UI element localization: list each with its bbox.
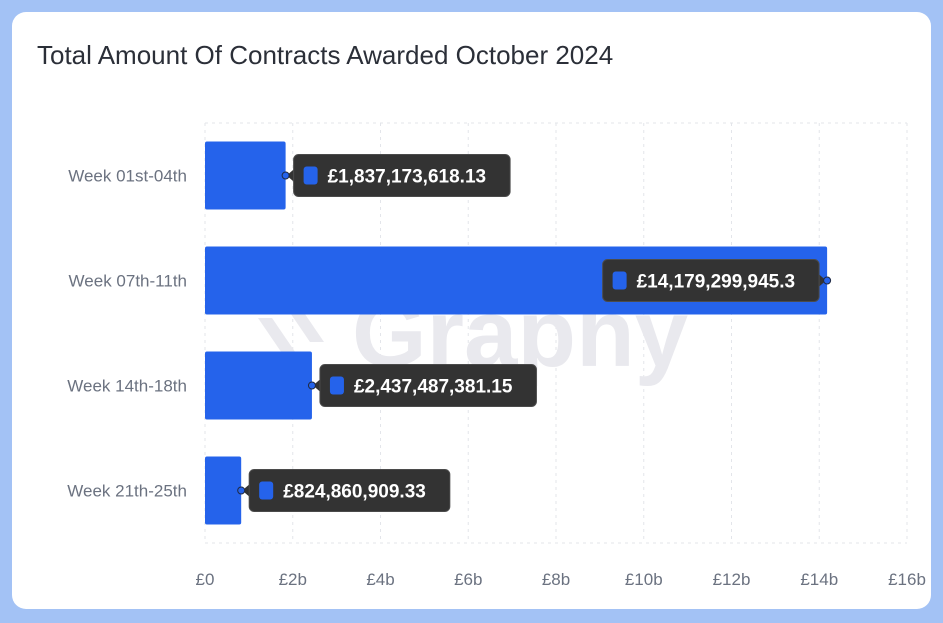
value-label: £1,837,173,618.13 bbox=[328, 167, 487, 188]
tooltip-pointer bbox=[819, 274, 827, 287]
bar[interactable] bbox=[205, 351, 312, 420]
category-labels: Week 01st-04th Week 07th-11th Week 14th-18… bbox=[67, 167, 187, 501]
x-axis-tick-labels: £0 £2b £4b £6b £8b £10b £12b £14b £16b bbox=[196, 570, 926, 589]
tooltip-pointer bbox=[312, 379, 320, 392]
bar-end-marker bbox=[307, 381, 316, 390]
bar-end-marker bbox=[281, 171, 290, 180]
value-labels: £1,837,173,618.13 £14,179,299,945.3 £2,437… bbox=[237, 154, 832, 512]
legend-swatch-icon bbox=[329, 376, 344, 395]
x-tick-label: £10b bbox=[625, 570, 663, 589]
tooltip-pointer bbox=[242, 484, 250, 497]
watermark-stripe-icon bbox=[258, 318, 302, 362]
category-label: Week 14th-18th bbox=[67, 377, 187, 396]
value-tooltip: £2,437,487,381.15 bbox=[307, 364, 537, 407]
tooltip-box bbox=[293, 154, 511, 197]
value-tooltip: £1,837,173,618.13 bbox=[281, 154, 511, 197]
legend-swatch-icon bbox=[259, 481, 274, 500]
x-tick-label: £2b bbox=[279, 570, 307, 589]
grid-lines bbox=[204, 122, 908, 544]
category-label: Week 01st-04th bbox=[68, 167, 187, 186]
bar[interactable] bbox=[205, 141, 286, 210]
legend-swatch-icon bbox=[612, 271, 627, 290]
tooltip-box bbox=[319, 364, 537, 407]
value-tooltip: £14,179,299,945.3 bbox=[602, 259, 832, 302]
bar-end-marker bbox=[237, 486, 246, 495]
x-tick-label: £4b bbox=[366, 570, 394, 589]
tooltip-box bbox=[602, 259, 820, 302]
legend-swatch-icon bbox=[303, 166, 318, 185]
x-tick-label: £0 bbox=[196, 570, 215, 589]
value-tooltip: £824,860,909.33 bbox=[237, 469, 451, 512]
tooltip-box bbox=[248, 469, 451, 512]
category-label: Week 21th-25th bbox=[67, 482, 187, 501]
chart-title: Total Amount Of Contracts Awarded Octobe… bbox=[37, 40, 614, 70]
value-label: £2,437,487,381.15 bbox=[354, 377, 513, 398]
x-tick-label: £14b bbox=[800, 570, 838, 589]
category-label: Week 07th-11th bbox=[69, 272, 187, 291]
x-tick-label: £12b bbox=[713, 570, 751, 589]
bar-end-marker bbox=[823, 276, 832, 285]
bar[interactable] bbox=[205, 456, 242, 525]
x-tick-label: £8b bbox=[542, 570, 570, 589]
tooltip-pointer bbox=[286, 169, 294, 182]
x-tick-label: £6b bbox=[454, 570, 482, 589]
value-label: £824,860,909.33 bbox=[283, 482, 426, 503]
x-tick-label: £16b bbox=[888, 570, 926, 589]
value-label: £14,179,299,945.3 bbox=[637, 272, 796, 293]
